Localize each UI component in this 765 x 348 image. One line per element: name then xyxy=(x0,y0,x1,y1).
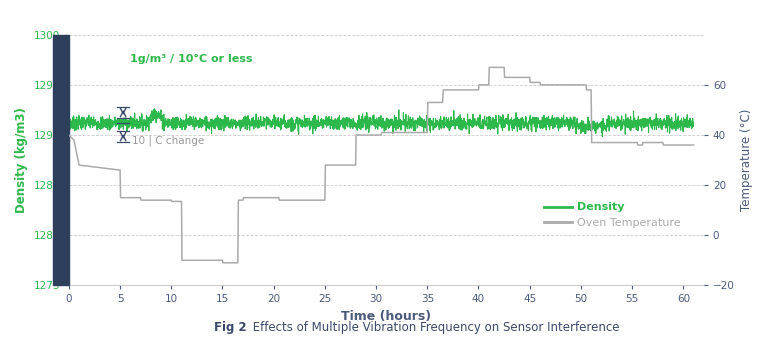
Legend: Density, Oven Temperature: Density, Oven Temperature xyxy=(539,198,685,232)
Text: 1g/m³ / 10°C or less: 1g/m³ / 10°C or less xyxy=(130,54,252,64)
Text: Effects of Multiple Vibration Frequency on Sensor Interference: Effects of Multiple Vibration Frequency … xyxy=(249,321,619,334)
Text: Fig 2: Fig 2 xyxy=(214,321,247,334)
X-axis label: Time (hours): Time (hours) xyxy=(341,310,431,323)
Y-axis label: Density (kg/m3): Density (kg/m3) xyxy=(15,107,28,213)
Y-axis label: Temperature (°C): Temperature (°C) xyxy=(741,109,754,211)
Bar xyxy=(54,35,69,285)
Text: 10 | C change: 10 | C change xyxy=(132,135,204,145)
